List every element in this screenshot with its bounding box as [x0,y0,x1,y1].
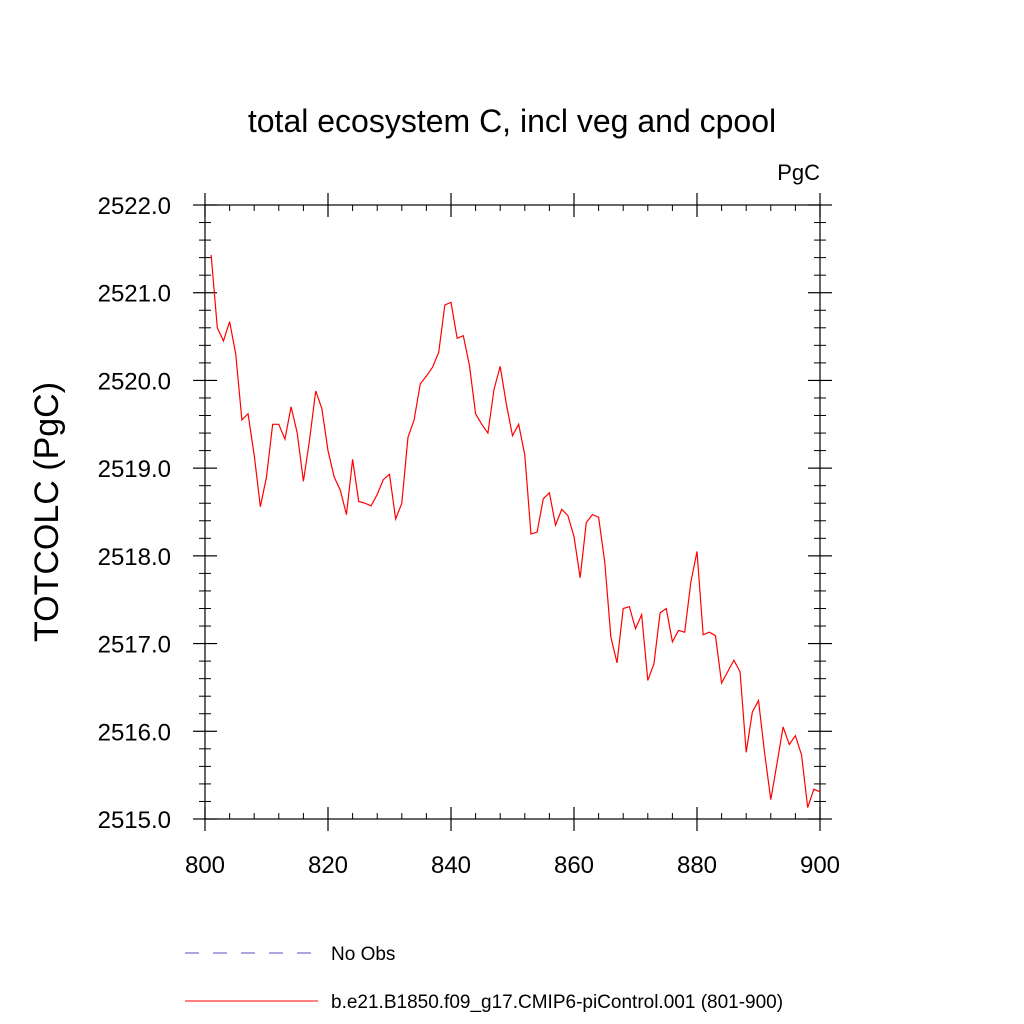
x-tick-label: 820 [308,852,348,879]
x-tick-label: 880 [677,852,717,879]
y-tick-label: 2515.0 [98,807,171,834]
y-tick-label: 2517.0 [98,632,171,659]
series-layer [210,254,821,808]
legend: No Obs b.e21.B1850.f09_g17.CMIP6-piContro… [185,944,783,1013]
chart-title: total ecosystem C, incl veg and cpool [248,103,776,139]
y-tick-label: 2522.0 [98,193,171,220]
y-axis-label: TOTCOLC (PgC) [28,382,66,642]
x-tick-label: 840 [431,852,471,879]
x-tick-label: 900 [800,852,840,879]
y-tick-label: 2518.0 [98,544,171,571]
plot-frame [204,204,821,820]
units-label: PgC [777,160,820,185]
x-tick-label: 800 [185,852,225,879]
y-tick-label: 2519.0 [98,456,171,483]
legend-label: No Obs [331,944,395,965]
x-tick-label: 860 [554,852,594,879]
legend-label: b.e21.B1850.f09_g17.CMIP6-piControl.001 … [331,992,783,1013]
y-tick-label: 2521.0 [98,281,171,308]
y-tick-label: 2516.0 [98,719,171,746]
series-line [210,254,821,808]
axis-ticks [193,193,832,831]
axis-tick-labels: 800 820 840 860 880 900 2515.0 2516.0 2517.0 2518… [98,193,840,879]
y-tick-label: 2520.0 [98,368,171,395]
